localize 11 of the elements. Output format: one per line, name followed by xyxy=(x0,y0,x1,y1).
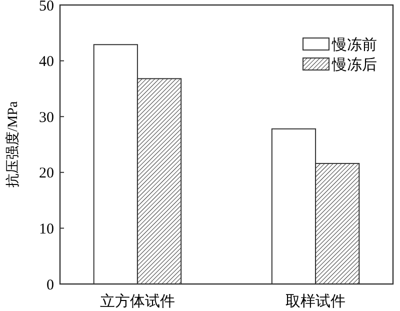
y-tick-label: 10 xyxy=(39,221,54,238)
x-tick-label: 立方体试件 xyxy=(100,293,175,310)
x-tick-label: 取样试件 xyxy=(286,293,346,310)
legend-label: 慢冻后 xyxy=(331,56,377,74)
y-tick-label: 30 xyxy=(39,110,54,126)
legend-label: 慢冻前 xyxy=(331,36,377,54)
y-tick-label: 50 xyxy=(39,0,54,14)
y-tick-label: 0 xyxy=(46,277,54,294)
y-axis-title: 抗压强度/MPa xyxy=(5,100,21,188)
y-tick-label: 20 xyxy=(39,166,54,182)
y-tick-label: 40 xyxy=(39,54,54,70)
